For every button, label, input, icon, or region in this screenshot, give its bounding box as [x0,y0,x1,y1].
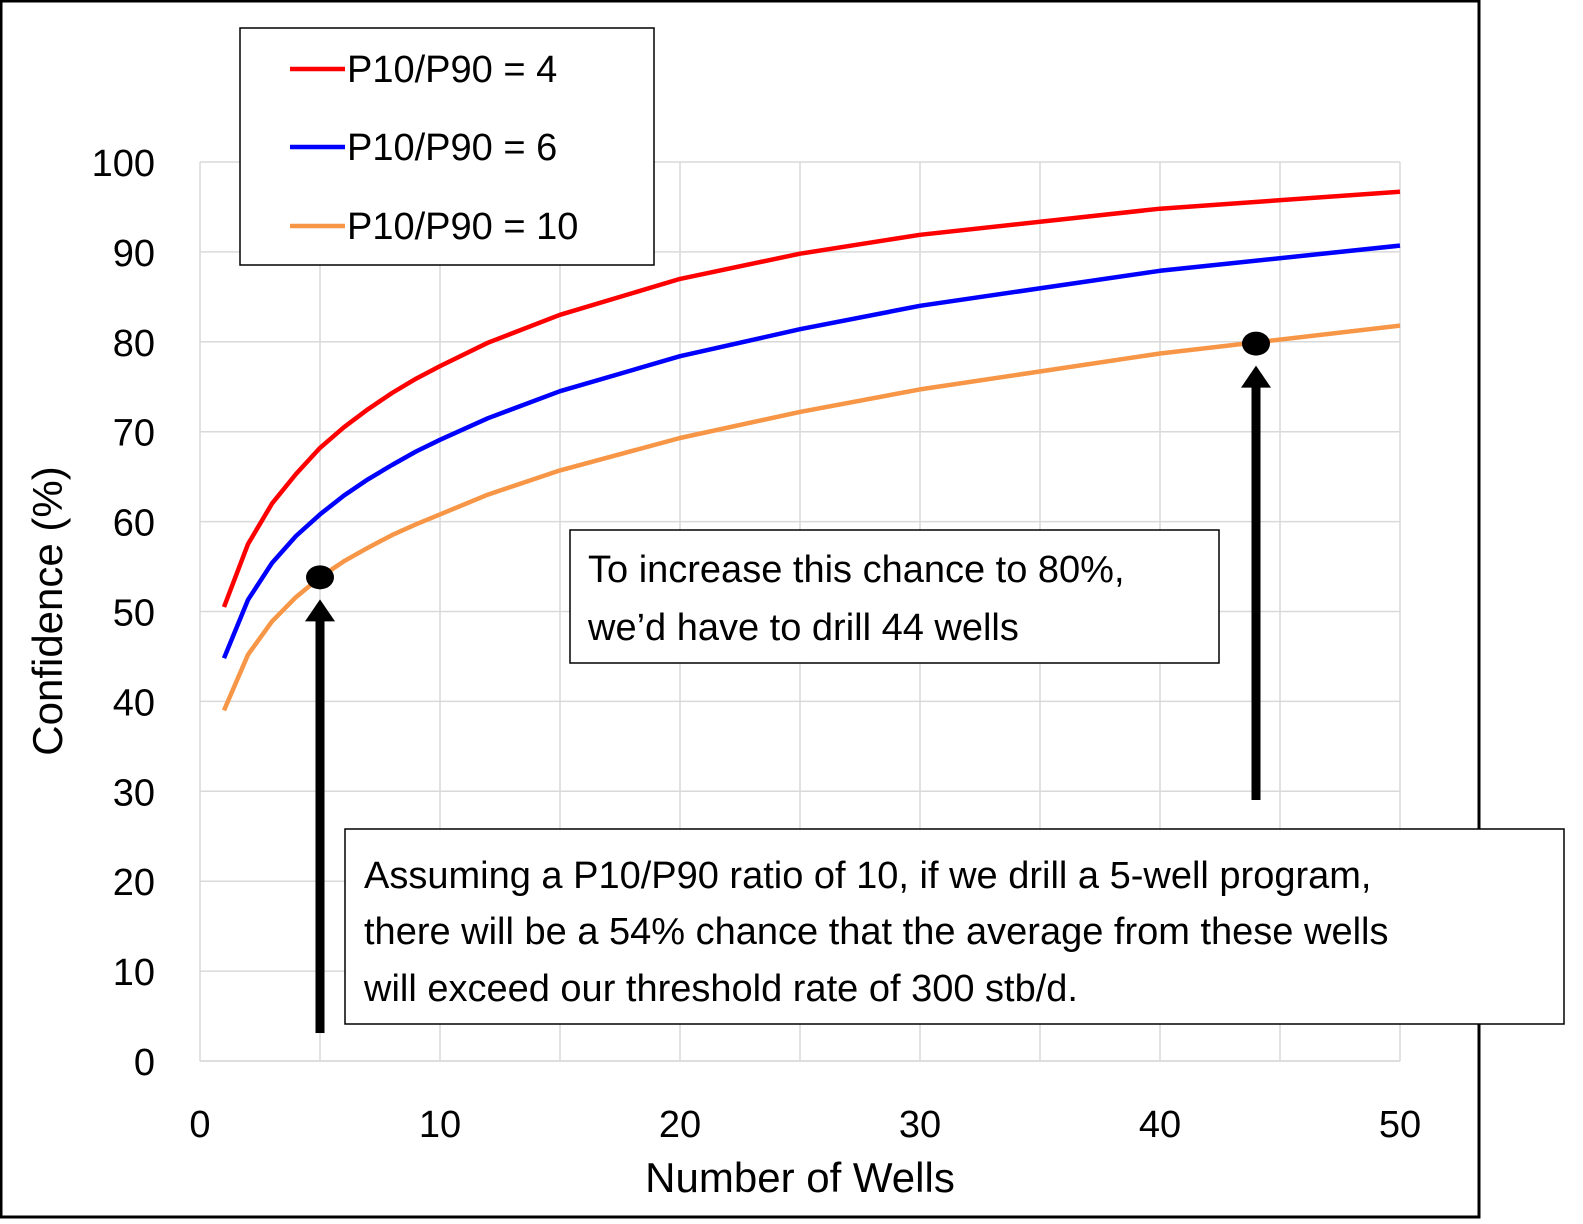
y-tick-label: 60 [113,503,155,545]
y-tick-label: 90 [113,233,155,275]
annotation-box-80-percent: To increase this chance to 80%, we’d hav… [569,529,1220,664]
legend-label-p10p90-6: P10/P90 = 6 [347,127,557,169]
x-tick-label: 20 [659,1104,701,1146]
annotation-80-line-2: we’d have to drill 44 wells [587,607,1019,649]
highlight-points [306,331,1270,590]
series-line-0 [221,189,1401,608]
y-tick-label: 20 [113,862,155,904]
annotation-54-line-1: Assuming a P10/P90 ratio of 10, if we dr… [364,855,1371,897]
x-tick-label: 10 [419,1104,461,1146]
y-tick-label: 100 [92,143,155,185]
y-tick-label: 70 [113,413,155,455]
x-tick-label: 0 [189,1104,210,1146]
highlight-point-1 [1242,331,1270,356]
y-tick-label: 50 [113,593,155,635]
highlight-point-0 [306,565,334,590]
x-tick-label: 40 [1139,1104,1181,1146]
arrow-head-0 [305,599,335,622]
arrow-head-1 [1241,365,1271,388]
x-axis-label: Number of Wells [645,1154,955,1201]
annotation-box-54-percent-frame [344,828,1565,1025]
axes: Confidence (%) Number of Wells 0 10 20 30 40… [24,143,1421,1201]
y-tick-label: 40 [113,682,155,724]
series-line-1 [221,243,1401,660]
y-tick-label: 0 [134,1042,155,1084]
annotation-54-line-3: will exceed our threshold rate of 300 st… [363,968,1078,1010]
y-tick-label: 30 [113,772,155,814]
legend-label-p10p90-4: P10/P90 = 4 [347,49,557,91]
y-tick-label: 10 [113,952,155,994]
x-tick-label: 30 [899,1104,941,1146]
y-tick-label: 80 [113,323,155,365]
y-axis-label: Confidence (%) [24,466,71,755]
annotation-arrows [305,365,1271,1033]
annotation-80-line-1: To increase this chance to 80%, [588,549,1125,591]
series-line-2 [221,323,1401,712]
legend: P10/P90 = 4 P10/P90 = 6 P10/P90 = 10 [239,27,655,266]
legend-label-p10p90-10: P10/P90 = 10 [347,206,578,248]
x-tick-label: 50 [1379,1104,1421,1146]
annotation-54-line-2: there will be a 54% chance that the aver… [364,911,1388,953]
annotation-box-80-percent-frame [569,529,1220,664]
series-lines [221,189,1401,712]
annotation-box-54-percent: Assuming a P10/P90 ratio of 10, if we dr… [344,828,1565,1025]
